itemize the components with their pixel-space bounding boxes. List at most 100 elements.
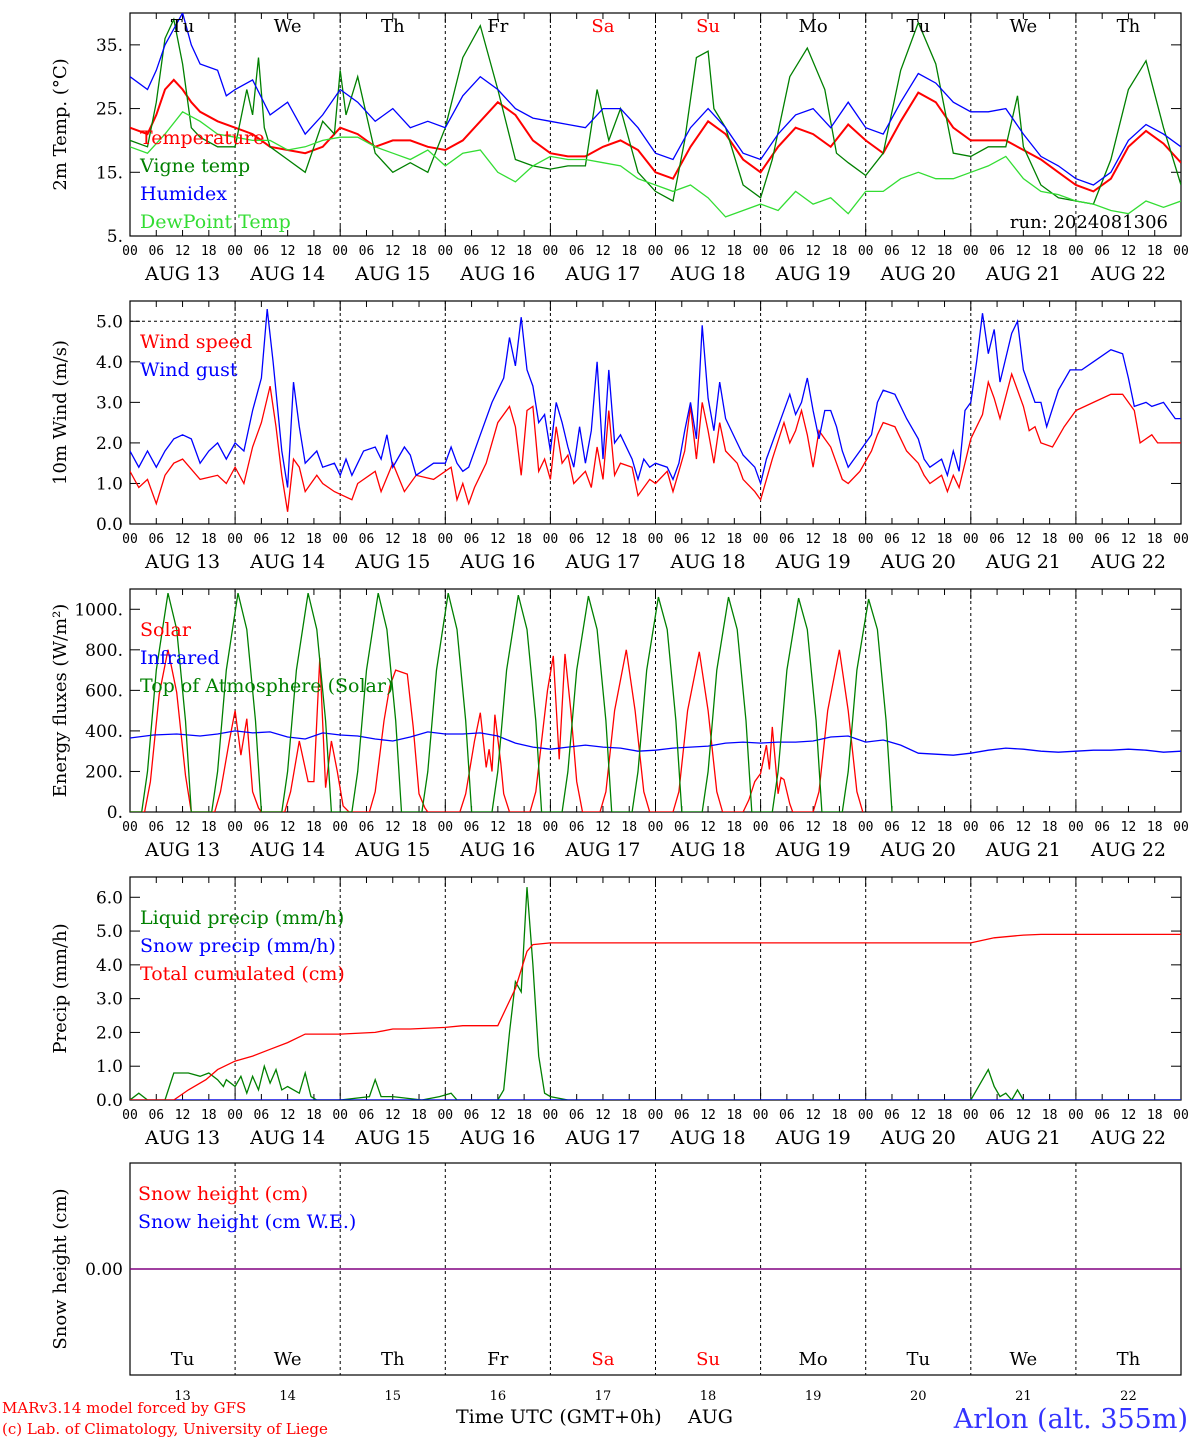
hour-tick-label: 06 (989, 244, 1005, 259)
date-label: AUG 21 (985, 263, 1061, 285)
y-tick-label: 3.0 (96, 393, 123, 413)
hour-tick-label: 12 (595, 244, 611, 259)
day-name: Th (381, 16, 405, 37)
hour-tick-label: 00 (437, 532, 453, 547)
day-name: Su (696, 1349, 720, 1370)
y-tick-label: 0.0 (96, 515, 123, 535)
hour-tick-label: 00 (858, 532, 874, 547)
hour-tick-label: 00 (332, 820, 348, 835)
plot-frame (129, 300, 1182, 525)
series-top-of-atmosphere-solar- (130, 592, 893, 812)
hour-tick-label: 12 (1121, 244, 1137, 259)
hour-tick-label: 00 (332, 244, 348, 259)
hour-tick-label: 18 (937, 820, 953, 835)
hour-tick-label: 00 (858, 820, 874, 835)
hour-tick-label: 12 (910, 1108, 926, 1123)
hour-tick-label: 00 (122, 244, 138, 259)
y-tick-label: 4.0 (96, 353, 123, 373)
day-name: Tu (906, 16, 930, 37)
hour-tick-label: 12 (490, 820, 506, 835)
hour-tick-label: 06 (148, 1108, 164, 1123)
date-label: AUG 22 (1090, 551, 1166, 573)
legend-entry: Total cumulated (cm) (140, 963, 345, 985)
hour-tick-label: 12 (700, 244, 716, 259)
hour-tick-label: 00 (437, 1108, 453, 1123)
date-label: AUG 17 (564, 839, 640, 861)
hour-tick-label: 06 (569, 532, 585, 547)
hour-tick-label: 18 (726, 1108, 742, 1123)
hour-tick-label: 00 (332, 532, 348, 547)
hour-tick-label: 12 (385, 820, 401, 835)
date-label: AUG 18 (669, 551, 745, 573)
hour-tick-label: 18 (201, 532, 217, 547)
hour-tick-label: 12 (1016, 820, 1032, 835)
y-axis-label: Energy fluxes (W/m²) (50, 604, 71, 798)
y-tick-label: 15. (96, 163, 123, 183)
hour-tick-label: 00 (963, 532, 979, 547)
hour-tick-label: 00 (332, 1108, 348, 1123)
hour-tick-label: 06 (359, 1108, 375, 1123)
hour-tick-label: 18 (726, 532, 742, 547)
hour-tick-label: 06 (359, 820, 375, 835)
day-name: Tu (171, 1349, 195, 1370)
date-label: AUG 20 (880, 839, 956, 861)
y-tick-label: 2.0 (96, 434, 123, 454)
hour-tick-label: 00 (648, 244, 664, 259)
hour-tick-label: 00 (1173, 1108, 1189, 1123)
hour-tick-label: 00 (543, 244, 559, 259)
credit-model: MARv3.14 model forced by GFS (2, 1399, 246, 1417)
hour-tick-label: 00 (1173, 820, 1189, 835)
hour-tick-label: 06 (989, 1108, 1005, 1123)
hour-tick-label: 00 (753, 820, 769, 835)
date-label: AUG 14 (249, 551, 325, 573)
hour-tick-label: 18 (201, 1108, 217, 1123)
hour-tick-label: 18 (1147, 532, 1163, 547)
date-label: AUG 22 (1090, 839, 1166, 861)
hour-tick-label: 06 (464, 820, 480, 835)
hour-tick-label: 06 (359, 244, 375, 259)
day-number: 22 (1120, 1389, 1137, 1404)
hour-tick-label: 06 (569, 244, 585, 259)
legend-entry: Vigne temp (139, 155, 250, 177)
day-name: Fr (487, 16, 508, 37)
date-label: AUG 14 (249, 1127, 325, 1149)
day-number: 14 (279, 1389, 296, 1404)
hour-tick-label: 12 (490, 244, 506, 259)
hour-tick-label: 18 (621, 244, 637, 259)
hour-tick-label: 06 (674, 1108, 690, 1123)
day-name: Fr (487, 1349, 508, 1370)
hour-tick-label: 12 (700, 1108, 716, 1123)
date-label: AUG 21 (985, 839, 1061, 861)
day-name: We (1010, 16, 1038, 37)
day-name: Tu (171, 16, 195, 37)
hour-tick-label: 00 (648, 532, 664, 547)
hour-tick-label: 06 (989, 532, 1005, 547)
hour-tick-label: 18 (1042, 820, 1058, 835)
hour-tick-label: 00 (858, 244, 874, 259)
date-label: AUG 16 (459, 551, 535, 573)
date-label: AUG 20 (880, 551, 956, 573)
date-label: AUG 15 (354, 839, 430, 861)
hour-tick-label: 12 (385, 532, 401, 547)
date-label: AUG 19 (775, 839, 851, 861)
hour-tick-label: 12 (805, 244, 821, 259)
hour-tick-label: 18 (937, 532, 953, 547)
day-name: We (1010, 1349, 1038, 1370)
series-wind-gust (130, 309, 1181, 488)
hour-tick-label: 00 (1068, 244, 1084, 259)
hour-tick-label: 06 (569, 820, 585, 835)
hour-tick-label: 12 (175, 532, 191, 547)
hour-tick-label: 12 (490, 532, 506, 547)
y-tick-label: 400. (85, 722, 123, 742)
hour-tick-label: 18 (1042, 1108, 1058, 1123)
hour-tick-label: 00 (122, 532, 138, 547)
day-number: 17 (595, 1389, 612, 1404)
hour-tick-label: 12 (385, 244, 401, 259)
date-label: AUG 17 (564, 263, 640, 285)
day-number: 15 (384, 1389, 401, 1404)
y-tick-label: 0.0 (96, 1091, 123, 1111)
date-label: AUG 20 (880, 1127, 956, 1149)
hour-tick-label: 06 (1094, 244, 1110, 259)
hour-tick-label: 00 (1068, 1108, 1084, 1123)
